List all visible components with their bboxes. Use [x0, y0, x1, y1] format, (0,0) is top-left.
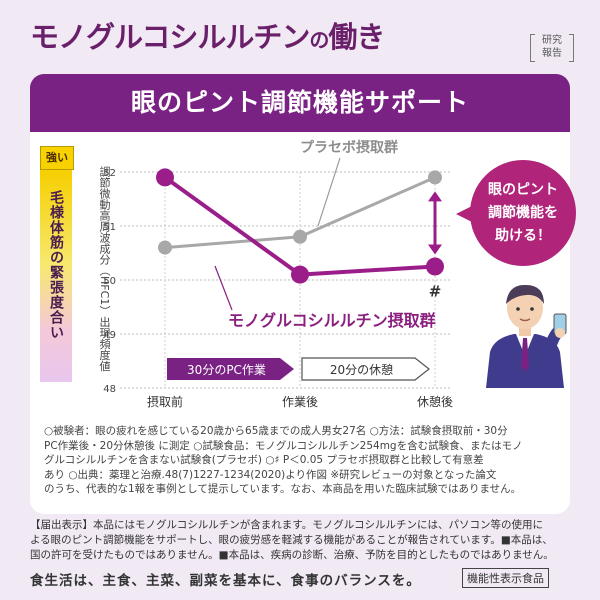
- effect-callout-bubble: 眼のピント 調節機能を 助ける！: [456, 160, 576, 266]
- y-tick-label: 48: [103, 384, 116, 395]
- y-tick-label: 49: [103, 330, 116, 341]
- functional-claim-notice: 【届出表示】本品にはモノグルコシルルチンが含まれます。モノグルコシルルチンには、…: [30, 518, 575, 563]
- data-point: [428, 170, 442, 185]
- tag-line2: 報告: [542, 48, 562, 59]
- research-report-tag: 研究 報告: [530, 34, 574, 62]
- y-tick-label: 51: [103, 222, 116, 233]
- label-leader: [317, 157, 341, 227]
- callout-line3: 助ける！: [495, 227, 551, 244]
- note-line: PC作業後・20分休憩後 に測定 ○試験食品：モノグルコシルルチン254mgを含…: [44, 439, 523, 452]
- strength-strong-label: 強い: [40, 146, 74, 170]
- data-point: [426, 257, 444, 276]
- banner-heading: 眼のピント調節機能サポート: [30, 74, 570, 132]
- strength-gradient-bar: [40, 170, 72, 382]
- y-axis-label: 調節微動高周波成分（HFC1）出現頻度値: [98, 166, 111, 372]
- note-line: のうち、代表的な1報を事例として提示しています。なお、本商品を用いた臨床試験では…: [44, 483, 522, 495]
- series-label-monoglucosyl: モノグルコシルルチン摂取群: [228, 311, 436, 330]
- y-tick-label: 50: [103, 276, 116, 287]
- significance-mark: #: [429, 283, 442, 301]
- difference-arrowhead: [428, 244, 442, 255]
- note-line: グルコシルルチンを含まない試験食(プラセボ) ○♯ P＜0.05 プラセボ摂取群…: [44, 454, 484, 466]
- phase-label: 30分のPC作業: [187, 363, 266, 377]
- study-notes: ○被験者：眼の疲れを感じている20歳から65歳までの成人男女27名 ○方法：試験…: [44, 424, 564, 497]
- data-point: [293, 229, 307, 244]
- phase-arrows: 30分のPC作業 20分の休憩: [167, 357, 430, 381]
- title-tail: 働き: [328, 20, 385, 54]
- axis-labels: 48 49 50 51 52 摂取前 作業後 休憩後: [103, 168, 453, 409]
- label-leader: [214, 265, 233, 311]
- title-particle: の: [309, 28, 329, 52]
- difference-arrowhead: [428, 191, 442, 202]
- x-tick-label: 作業後: [282, 395, 318, 409]
- data-point: [291, 265, 309, 284]
- ciliary-muscle-tension-label: 毛様体筋の緊張度合い: [48, 190, 64, 340]
- notice-line: 国の許可を受けたものではありません。■本品は、疾病の診断、治療、予防を目的とした…: [30, 549, 554, 561]
- data-point: [158, 240, 172, 255]
- callout-line1: 眼のピント: [488, 181, 558, 198]
- diet-balance-message: 食生活は、主食、主菜、副菜を基本に、食事のバランスを。: [30, 573, 421, 589]
- note-line: ○被験者：眼の疲れを感じている20歳から65歳までの成人男女27名 ○方法：試験…: [44, 425, 508, 437]
- notice-line: 【届出表示】本品にはモノグルコシルルチンが含まれます。モノグルコシルルチンには、…: [30, 519, 544, 531]
- phase-arrow: [167, 358, 294, 380]
- callout-line2: 調節機能を: [488, 204, 558, 221]
- page-title: モノグルコシルルチンの働き: [30, 14, 385, 56]
- note-line: あり ○出典：薬理と治療.48(7)1227-1234(2020)より作図 ※研…: [44, 468, 497, 481]
- notice-line: よる眼のピント調節機能をサポートし、眼の疲労感を軽減する機能があることが報告され…: [30, 534, 553, 546]
- tag-line1: 研究: [542, 35, 562, 46]
- phase-label: 20分の休憩: [330, 362, 393, 377]
- phase-arrow: [301, 357, 430, 381]
- grid: [120, 171, 450, 389]
- x-tick-label: 休憩後: [417, 394, 453, 409]
- foods-with-function-claims-label: 機能性表示食品: [462, 568, 549, 588]
- series-lines: [156, 168, 444, 284]
- businessman-with-phone-illustration: [486, 284, 567, 388]
- y-tick-label: 52: [103, 168, 116, 179]
- series-label-placebo: プラセボ摂取群: [300, 139, 398, 156]
- title-main: モノグルコシルルチン: [30, 20, 310, 54]
- data-point: [156, 168, 174, 187]
- x-tick-label: 摂取前: [147, 394, 183, 409]
